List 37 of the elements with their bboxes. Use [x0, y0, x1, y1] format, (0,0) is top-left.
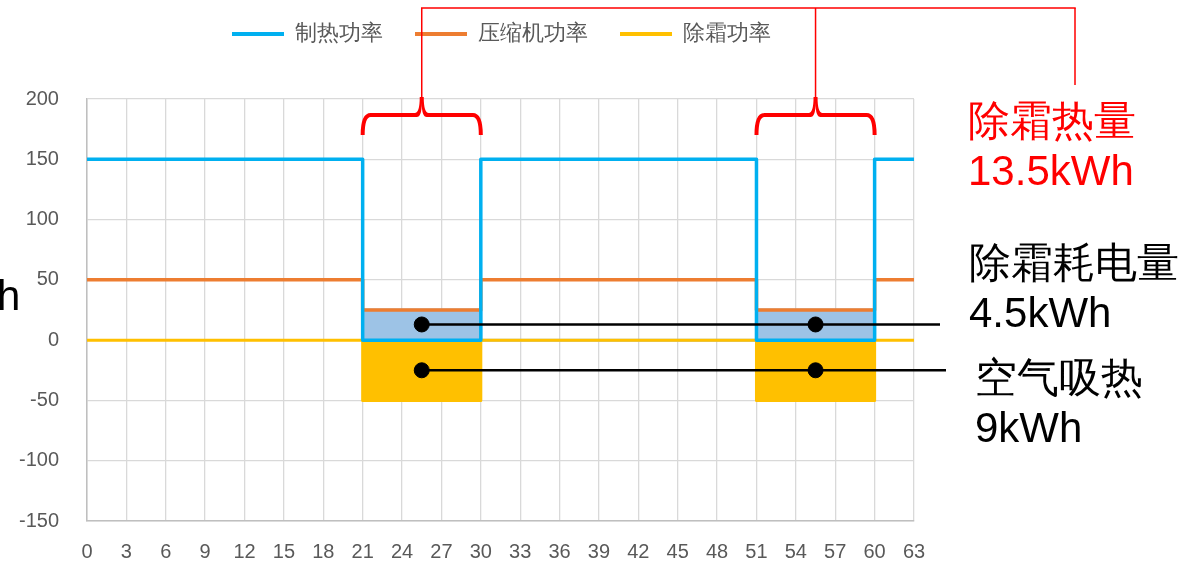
x-tick-label: 24	[390, 539, 414, 561]
y-tick-label: 100	[25, 207, 59, 230]
x-tick-label: 57	[824, 539, 847, 561]
legend-label: 制热功率	[295, 20, 383, 46]
annotation: 空气吸热 9kWh	[975, 353, 1143, 451]
x-tick-label: 36	[548, 539, 571, 561]
x-tick-label: 18	[312, 539, 335, 561]
text: 除霜热量 13.5kWh	[968, 96, 1136, 194]
y-tick-label: 0	[47, 327, 59, 350]
x-tick-label: 12	[233, 539, 256, 561]
x-tick-label: 51	[745, 539, 768, 561]
y-axis-title: h	[0, 272, 21, 319]
y-tick-label: -150	[18, 508, 59, 531]
x-tick-label: 45	[666, 539, 689, 561]
legend-label: 除霜功率	[683, 20, 771, 46]
x-tick-label: 39	[587, 539, 611, 561]
x-tick-label: 3	[120, 539, 132, 561]
x-tick-label: 9	[199, 539, 211, 561]
x-tick-label: 27	[430, 539, 453, 561]
x-tick-label: 42	[627, 539, 650, 561]
x-tick-label: 0	[81, 539, 93, 561]
x-tick-label: 30	[469, 539, 492, 561]
y-tick-label: -100	[18, 448, 59, 471]
x-tick-label: 21	[351, 539, 374, 561]
x-tick-label: 48	[705, 539, 729, 561]
y-tick-label: 50	[36, 267, 59, 290]
x-tick-label: 60	[863, 539, 886, 561]
y-tick-label: 150	[25, 146, 59, 169]
x-tick-label: 54	[784, 539, 807, 561]
x-tick-label: 63	[902, 539, 926, 561]
x-tick-label: 6	[160, 539, 172, 561]
x-tick-label: 15	[272, 539, 296, 561]
x-tick-label: 33	[509, 539, 532, 561]
y-tick-label: 200	[25, 86, 59, 109]
annotation: 除霜耗电量 4.5kWh	[969, 238, 1179, 336]
legend-label: 压缩机功率	[478, 20, 588, 46]
y-tick-label: -50	[30, 387, 59, 410]
